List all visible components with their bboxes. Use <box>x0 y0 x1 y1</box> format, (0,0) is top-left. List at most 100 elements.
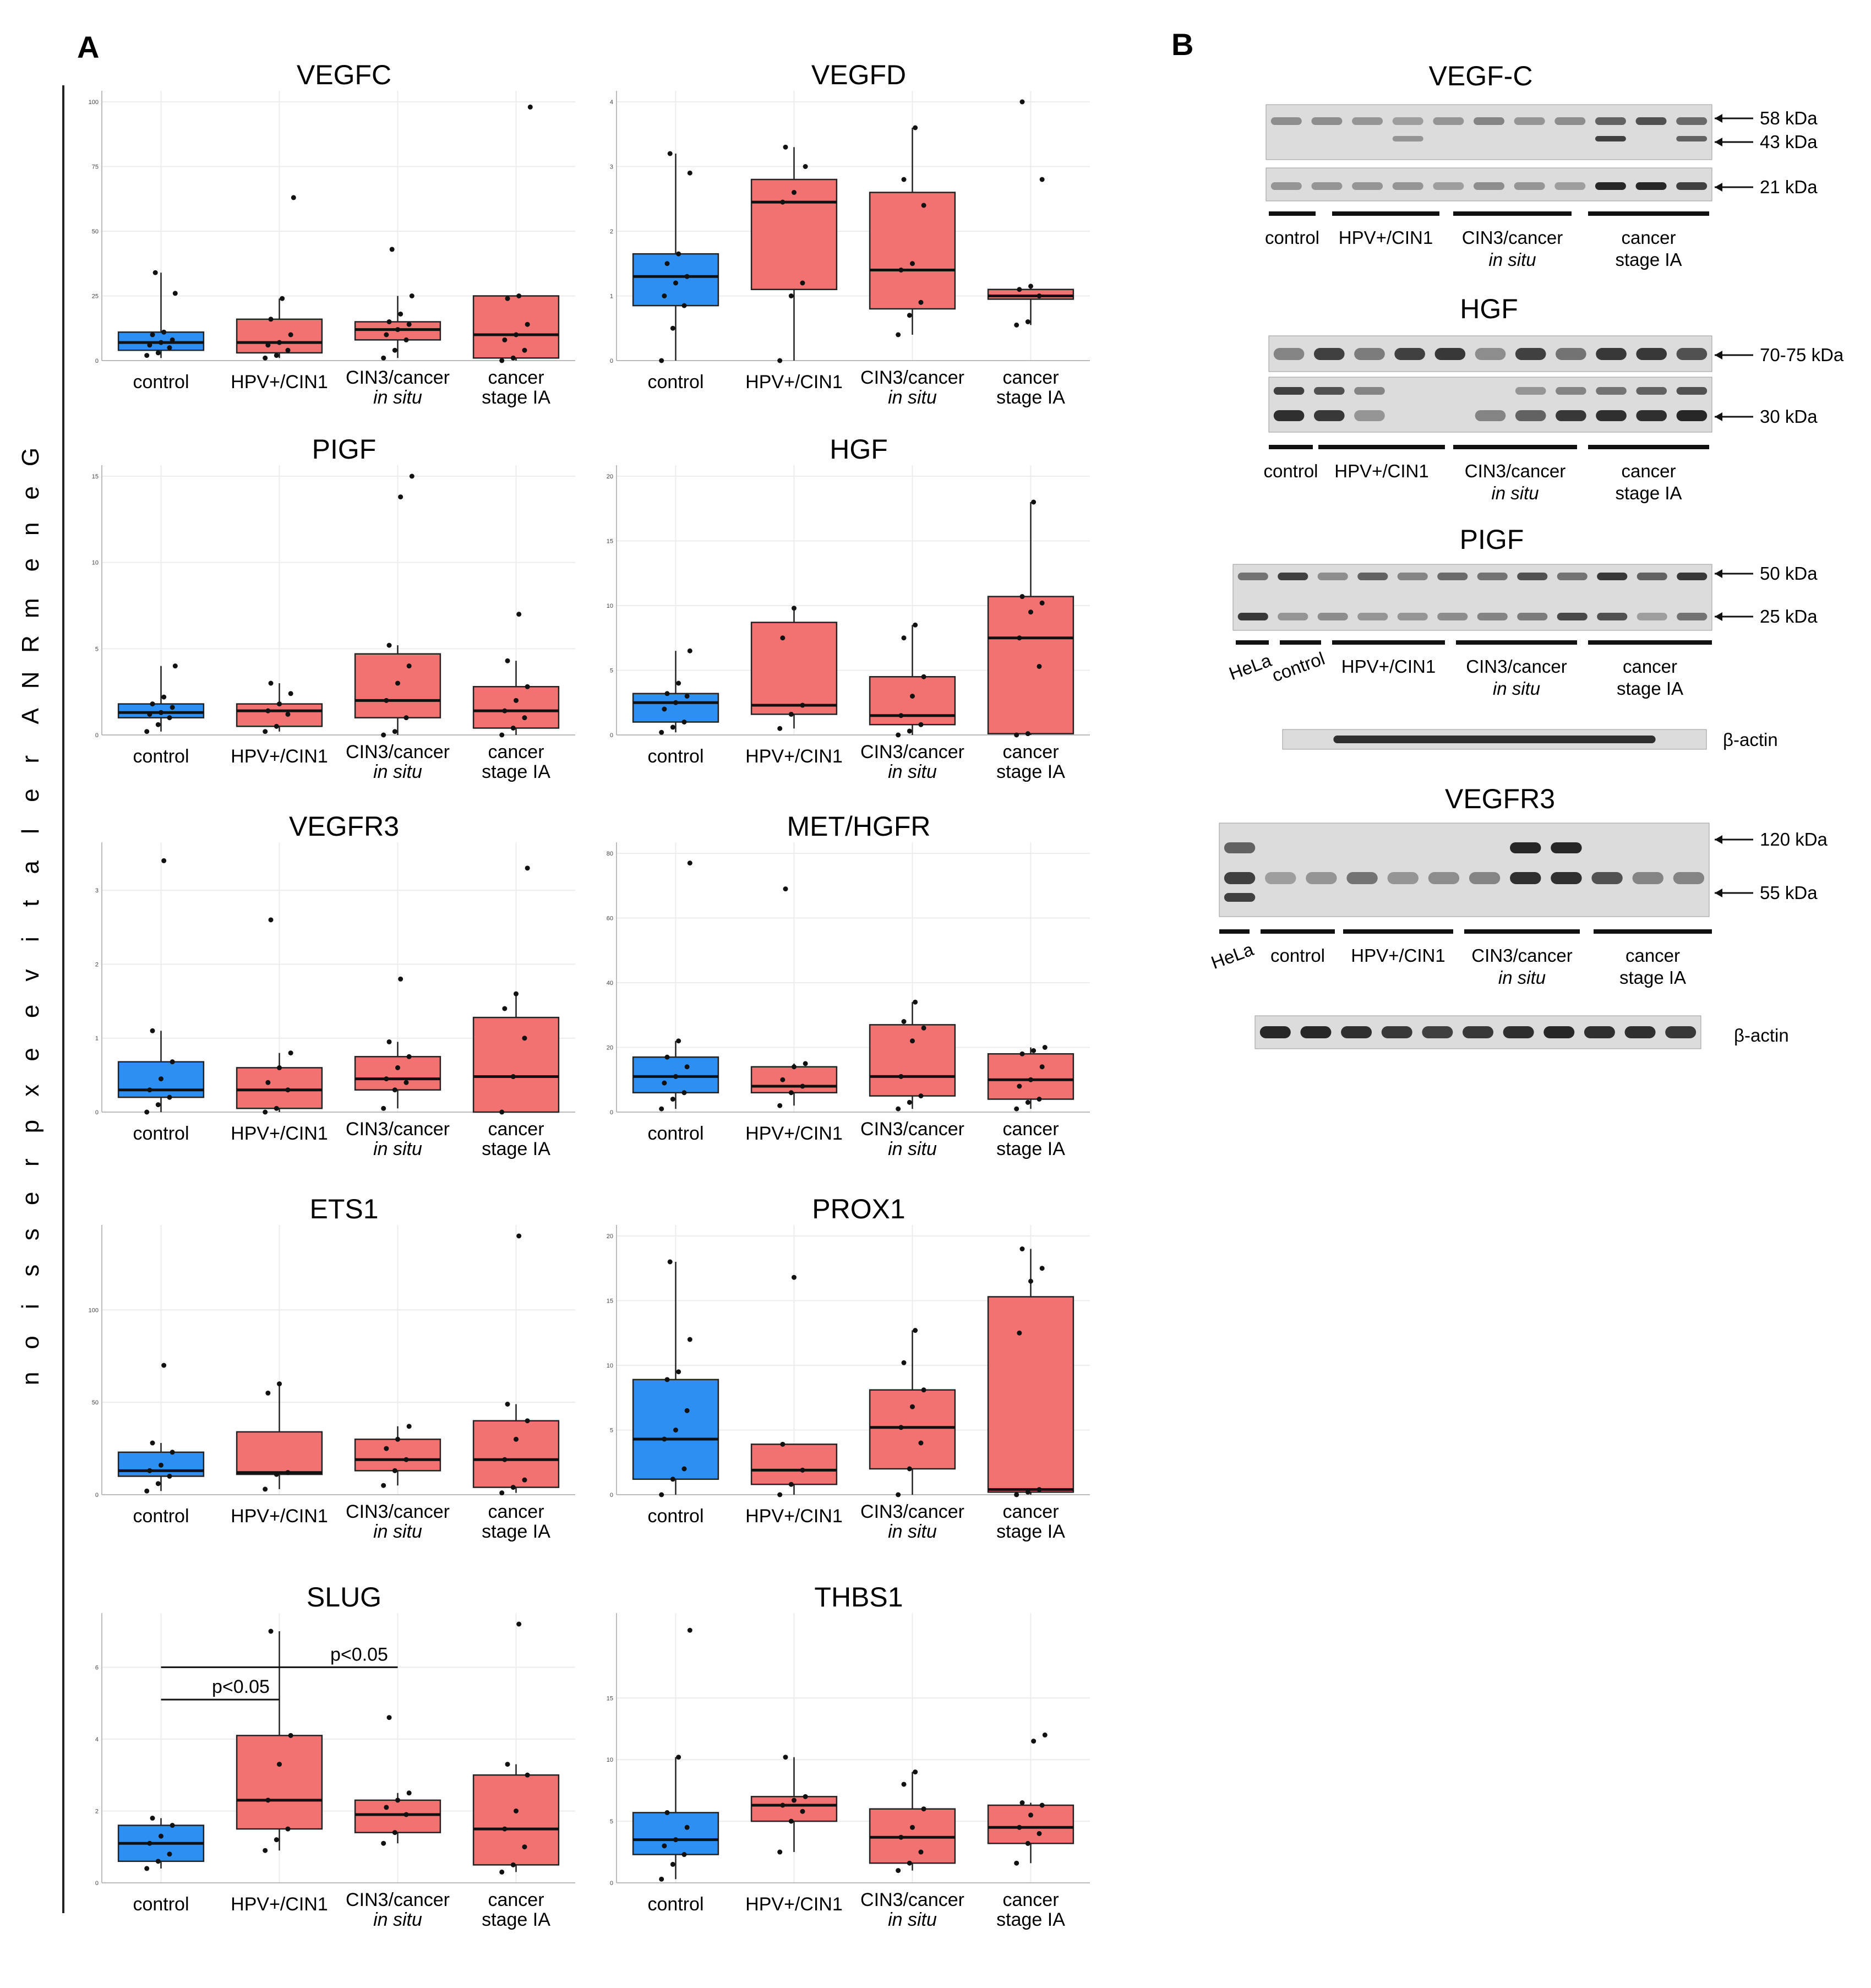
y-tick-label: 75 <box>92 164 99 171</box>
data-point <box>499 358 505 363</box>
x-tick-label: stage IA <box>482 761 550 782</box>
data-point <box>522 1477 527 1483</box>
data-point <box>913 999 918 1005</box>
data-point <box>907 728 912 734</box>
data-point <box>172 663 178 669</box>
lane-group-label: control <box>1269 648 1328 686</box>
data-point <box>898 1074 904 1079</box>
y-tick-label: 60 <box>607 916 613 922</box>
data-point <box>1028 1077 1033 1082</box>
data-point <box>1039 1802 1045 1808</box>
data-point <box>285 1470 291 1475</box>
data-point <box>913 125 918 130</box>
data-point <box>662 1843 667 1849</box>
data-point <box>167 1473 172 1479</box>
data-point <box>525 1772 530 1778</box>
lane-group-label: CIN3/cancer <box>1471 945 1572 966</box>
y-axis-letter: e <box>17 558 44 571</box>
data-point <box>510 1862 516 1867</box>
x-tick-label: HPV+/CIN1 <box>231 1123 328 1144</box>
y-tick-label: 2 <box>610 228 613 235</box>
blot-band <box>1557 573 1588 580</box>
x-tick-label: control <box>133 1506 189 1527</box>
blot-band <box>1676 410 1708 421</box>
data-point <box>277 1065 282 1070</box>
blot-strip <box>1219 823 1710 917</box>
lane-group-label: cancer <box>1623 656 1677 677</box>
blot-band <box>1437 613 1468 620</box>
x-tick-label: in situ <box>888 1909 937 1930</box>
data-point <box>392 1468 397 1473</box>
data-point <box>144 1109 150 1115</box>
data-point <box>896 332 901 337</box>
blot-band <box>1354 348 1385 360</box>
x-tick-label: CIN3/cancer <box>346 1889 450 1910</box>
x-tick-label: in situ <box>373 1521 422 1542</box>
data-point <box>659 729 664 735</box>
blot-band <box>1676 387 1708 395</box>
x-tick-label: HPV+/CIN1 <box>745 1123 843 1144</box>
lane-group-label: cancer <box>1621 461 1676 481</box>
data-point <box>788 1818 794 1824</box>
blot-band <box>1676 136 1708 141</box>
data-point <box>403 1457 409 1462</box>
blot-title: HGF <box>1460 293 1518 324</box>
data-point <box>144 729 150 734</box>
data-point <box>505 296 510 301</box>
y-tick-label: 10 <box>92 560 99 567</box>
y-axis-letter: o <box>17 1336 44 1349</box>
data-point <box>144 1866 150 1871</box>
data-point <box>670 725 675 730</box>
data-point <box>381 1840 386 1846</box>
data-point <box>384 698 389 703</box>
box <box>987 1053 1074 1100</box>
box <box>354 1439 441 1472</box>
data-point <box>170 1823 175 1828</box>
data-point <box>265 1080 271 1085</box>
blot-band <box>1676 348 1708 360</box>
data-point <box>681 303 687 308</box>
chart-title: HGF <box>830 434 888 465</box>
marker-label: 21 kDa <box>1760 177 1818 197</box>
y-axis-letter: a <box>17 860 44 874</box>
data-point <box>913 1328 918 1333</box>
lane-group-label: cancer <box>1621 227 1676 248</box>
x-tick-label: CIN3/cancer <box>860 1501 964 1522</box>
data-point <box>510 1485 516 1490</box>
data-point <box>403 1812 409 1817</box>
lane-group-label: stage IA <box>1615 483 1682 503</box>
marker-label: 55 kDa <box>1760 883 1818 903</box>
y-axis-letter: r <box>17 755 44 764</box>
lane-group-label: stage IA <box>1617 678 1683 699</box>
data-point <box>1019 1051 1025 1056</box>
marker-arrowhead <box>1715 183 1722 192</box>
data-point <box>788 711 794 717</box>
data-point <box>800 280 805 286</box>
data-point <box>381 355 386 361</box>
data-point <box>274 723 279 729</box>
blot-band <box>1477 573 1508 580</box>
blot-band <box>1554 117 1586 125</box>
data-point <box>155 350 161 356</box>
western-blot-panel: VEGF-C 58 kDa 43 kDa 21 kDa control HPV+/CIN1… <box>1208 61 1844 1049</box>
data-point <box>1042 1732 1048 1738</box>
data-point <box>684 694 690 699</box>
x-tick-label: stage IA <box>996 761 1065 782</box>
data-point <box>918 1849 924 1855</box>
lane-group-label: stage IA <box>1615 249 1682 270</box>
data-point <box>510 1074 516 1080</box>
data-point <box>147 711 152 717</box>
data-point <box>907 313 912 318</box>
y-tick-label: 4 <box>610 99 613 106</box>
data-point <box>918 722 924 727</box>
data-point <box>1031 499 1037 505</box>
data-point <box>780 1077 786 1082</box>
data-point <box>268 680 274 686</box>
data-point <box>896 732 901 738</box>
blot-band <box>1591 872 1623 884</box>
y-axis-letter: n <box>17 1372 44 1385</box>
data-point <box>659 1492 664 1497</box>
data-point <box>274 353 279 358</box>
